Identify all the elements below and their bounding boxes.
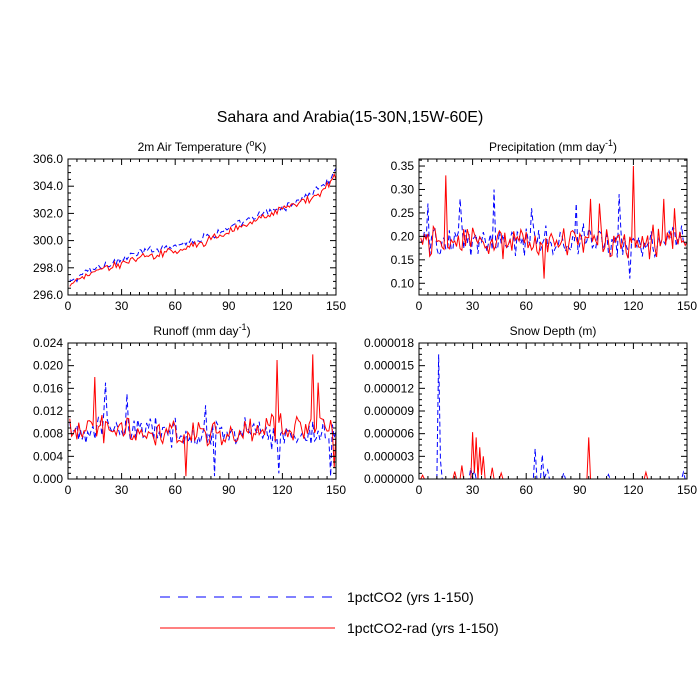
precipitation-xtick-label: 60 [520,299,534,313]
air-temperature-xtick-label: 150 [326,299,346,313]
snow-depth-plot-frame [418,342,688,480]
air-temperature-ytick-label: 300.0 [33,234,63,248]
runoff-ytick-label: 0.012 [33,404,63,418]
air-temperature-xtick-label: 0 [65,299,72,313]
snow-depth-ytick-label: 0.000000 [364,472,414,486]
air-temperature-plot-frame [67,158,337,296]
air-temperature-xtick-label: 120 [272,299,292,313]
snow-depth-ytick-label: 0.000018 [364,336,414,350]
runoff-xtick-label: 60 [169,483,183,497]
snow-depth-ytick-label: 0.000003 [364,449,414,463]
air-temperature-xtick-label: 90 [222,299,236,313]
runoff-ytick-label: 0.020 [33,359,63,373]
air-temperature-ytick-label: 304.0 [33,179,63,193]
runoff-ytick-label: 0.016 [33,381,63,395]
precipitation-xtick-label: 150 [677,299,697,313]
runoff-ytick-label: 0.024 [33,336,63,350]
air-temperature-ytick-label: 306.0 [33,152,63,166]
runoff-xtick-label: 150 [326,483,346,497]
precipitation-xtick-label: 90 [573,299,587,313]
runoff-series-1pctco2-rad [69,354,336,477]
runoff-xtick-label: 90 [222,483,236,497]
air-temperature-ytick-label: 302.0 [33,206,63,220]
snow-depth-xtick-label: 30 [466,483,480,497]
panel-runoff: 0 30 60 90 120 150 0.000 0.004 0.008 0.012 0.016 0.… [33,322,346,497]
figure-title: Sahara and Arabia(15-30N,15W-60E) [217,109,484,126]
runoff-title: Runoff (mm day-1) [153,322,250,338]
precipitation-ytick-label: 0.15 [391,253,415,267]
runoff-ytick-label: 0.008 [33,427,63,441]
precipitation-plot-frame [418,158,688,296]
panel-air-temperature: 0 30 60 90 120 150 296.0 298.0 300.0 302.0 304.0 30… [33,138,346,313]
panel-snow-depth: 0 30 60 90 120 150 0.000000 0.000003 0.000006 0.0… [364,324,697,497]
air-temperature-xtick-label: 30 [115,299,129,313]
runoff-xtick-label: 0 [65,483,72,497]
runoff-plot-frame [67,342,337,480]
air-temperature-series-1pctco2-rad [69,172,336,287]
precipitation-ytick-label: 0.25 [391,206,415,220]
precipitation-ytick-label: 0.35 [391,159,415,173]
snow-depth-series-1pctco2 [436,354,686,479]
snow-depth-xtick-label: 60 [520,483,534,497]
snow-depth-xtick-label: 150 [677,483,697,497]
precipitation-xtick-label: 30 [466,299,480,313]
legend-label-1pctco2-rad: 1pctCO2-rad (yrs 1-150) [347,620,499,636]
snow-depth-ytick-label: 0.000015 [364,359,414,373]
precipitation-ytick-label: 0.10 [391,276,415,290]
snow-depth-ytick-label: 0.000012 [364,381,414,395]
snow-depth-ytick-label: 0.000006 [364,427,414,441]
snow-depth-xtick-label: 120 [623,483,643,497]
air-temperature-series-1pctco2 [69,168,336,283]
snow-depth-xtick-label: 90 [573,483,587,497]
snow-depth-title: Snow Depth (m) [510,324,597,338]
precipitation-ytick-label: 0.30 [391,182,415,196]
legend: 1pctCO2 (yrs 1-150) 1pctCO2-rad (yrs 1-1… [160,589,499,636]
air-temperature-title: 2m Air Temperature (oK) [138,138,267,154]
precipitation-series-1pctco2 [420,189,687,279]
runoff-ytick-label: 0.004 [33,449,63,463]
runoff-xtick-label: 30 [115,483,129,497]
precipitation-xtick-label: 0 [416,299,423,313]
air-temperature-ytick-label: 298.0 [33,261,63,275]
precipitation-xtick-label: 120 [623,299,643,313]
air-temperature-xtick-label: 60 [169,299,183,313]
snow-depth-series-1pctco2-rad [420,432,649,479]
air-temperature-ytick-label: 296.0 [33,288,63,302]
runoff-xtick-label: 120 [272,483,292,497]
panel-precipitation: 0 30 60 90 120 150 0.10 0.15 0.20 0.25 0.30 0.35 Pre… [391,138,698,313]
snow-depth-ytick-label: 0.000009 [364,404,414,418]
legend-label-1pctco2: 1pctCO2 (yrs 1-150) [347,589,474,605]
precipitation-title: Precipitation (mm day-1) [489,138,617,154]
precipitation-series-1pctco2-rad [420,166,687,279]
precipitation-ytick-label: 0.20 [391,229,415,243]
runoff-ytick-label: 0.000 [33,472,63,486]
runoff-series-1pctco2 [69,382,336,477]
snow-depth-xtick-label: 0 [416,483,423,497]
